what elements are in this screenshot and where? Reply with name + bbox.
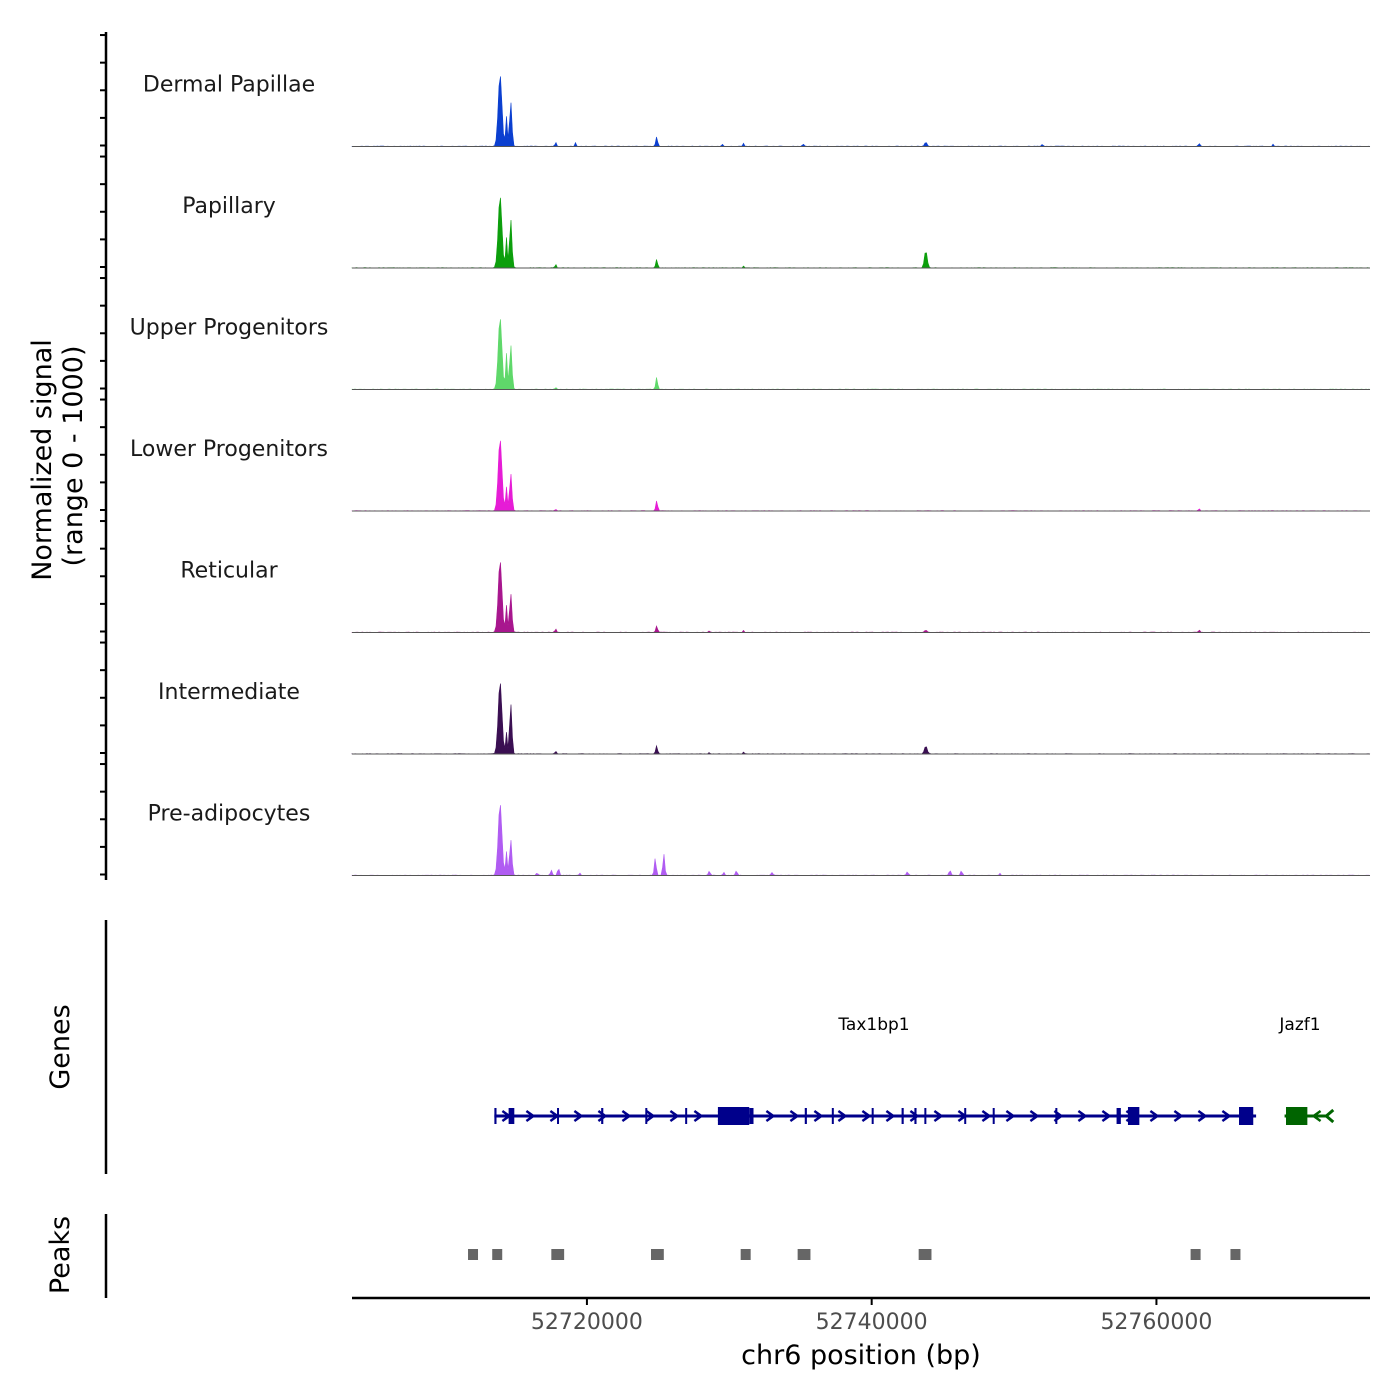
- coverage-area: [351, 440, 1371, 512]
- coverage-track: Reticular: [180, 559, 1371, 633]
- coverage-track: Dermal Papillae: [143, 73, 1371, 147]
- strand-arrow: [1149, 1109, 1160, 1123]
- strand-arrow: [1197, 1109, 1208, 1123]
- gene-exon: [1285, 1107, 1308, 1125]
- coverage-track-label: Reticular: [180, 559, 278, 584]
- coverage-area: [351, 805, 1371, 876]
- strand-arrow: [837, 1109, 848, 1123]
- peaks-track-title: Peaks: [45, 1216, 76, 1294]
- gene-exon: [1055, 1108, 1058, 1124]
- gene-track: Tax1bp1 Jazf1: [494, 1015, 1335, 1125]
- strand-arrow: [909, 1109, 920, 1123]
- strand-arrow: [525, 1109, 536, 1123]
- gene-model: Tax1bp1: [494, 1015, 1257, 1125]
- strand-arrow: [1005, 1109, 1016, 1123]
- peak-region: [918, 1249, 932, 1260]
- coverage-area: [351, 319, 1371, 390]
- peak-region: [1230, 1249, 1241, 1260]
- gene-exon: [601, 1108, 604, 1124]
- strand-arrow: [693, 1109, 704, 1123]
- x-axis-title: chr6 position (bp): [741, 1340, 981, 1371]
- x-axis-tick-label: 52720000: [531, 1310, 643, 1335]
- strand-arrow: [1221, 1109, 1232, 1123]
- strand-arrow: [1311, 1109, 1322, 1123]
- gene-exon: [717, 1107, 750, 1125]
- gene-exon: [685, 1108, 688, 1124]
- strand-arrow: [669, 1109, 680, 1123]
- strand-arrow: [1173, 1109, 1184, 1123]
- gene-exon: [508, 1108, 515, 1124]
- strand-arrow: [885, 1109, 896, 1123]
- coverage-track: Pre-adipocytes: [148, 802, 1371, 876]
- coverage-track: Upper Progenitors: [130, 316, 1371, 390]
- x-axis-ticks: 52720000 52740000 52760000: [531, 1298, 1212, 1335]
- gene-label: Tax1bp1: [837, 1015, 909, 1035]
- genes-track-title: Genes: [45, 1004, 76, 1089]
- strand-arrow: [813, 1109, 824, 1123]
- gene-exon: [494, 1108, 497, 1124]
- coverage-area: [351, 76, 1371, 147]
- strand-arrow: [789, 1109, 800, 1123]
- gene-exon: [831, 1108, 834, 1124]
- gene-label: Jazf1: [1278, 1015, 1320, 1035]
- strand-arrow: [765, 1109, 776, 1123]
- gene-model: Jazf1: [1278, 1015, 1335, 1125]
- coverage-track: Lower Progenitors: [130, 437, 1371, 512]
- coverage-track-label: Papillary: [182, 194, 276, 219]
- coverage-track-label: Lower Progenitors: [130, 437, 328, 462]
- gene-exon: [901, 1108, 904, 1124]
- gene-exon: [557, 1108, 560, 1124]
- peak-region: [797, 1249, 811, 1260]
- strand-arrow: [1323, 1108, 1335, 1124]
- strand-arrow: [597, 1109, 608, 1123]
- peak-region: [551, 1249, 565, 1260]
- strand-arrow: [1029, 1109, 1040, 1123]
- coverage-track-label: Intermediate: [158, 680, 300, 705]
- x-axis-tick-label: 52740000: [816, 1310, 928, 1335]
- x-axis-tick-label: 52760000: [1100, 1310, 1212, 1335]
- peak-region: [740, 1249, 751, 1260]
- coverage-tracks: Dermal Papillae Papillary Upper Progenitor…: [130, 73, 1371, 876]
- signal-y-axis-title-line2: (range 0 - 1000): [58, 346, 89, 567]
- gene-exon: [749, 1108, 754, 1124]
- signal-y-axis-ticks: [100, 34, 106, 876]
- strand-arrow: [861, 1109, 872, 1123]
- gene-exon: [645, 1108, 648, 1124]
- gene-exon: [992, 1108, 995, 1124]
- peak-region: [650, 1249, 664, 1260]
- strand-arrow: [933, 1109, 944, 1123]
- strand-arrow: [1077, 1109, 1088, 1123]
- coverage-track-label: Upper Progenitors: [130, 316, 329, 341]
- peak-track: [468, 1249, 1241, 1260]
- gene-exon: [924, 1108, 927, 1124]
- gene-exon: [1239, 1107, 1254, 1125]
- strand-arrow: [573, 1109, 584, 1123]
- coverage-area: [351, 683, 1371, 755]
- gene-exon: [871, 1108, 874, 1124]
- strand-arrow: [1101, 1109, 1112, 1123]
- gene-exon: [1127, 1107, 1140, 1125]
- gene-exon: [964, 1108, 967, 1124]
- strand-arrow: [621, 1109, 632, 1123]
- signal-y-axis-title-line1: Normalized signal: [27, 339, 58, 581]
- strand-arrow: [645, 1109, 656, 1123]
- coverage-track: Papillary: [182, 194, 1371, 269]
- coverage-track: Intermediate: [158, 680, 1371, 755]
- gene-exon: [1116, 1108, 1121, 1124]
- gene-exon: [804, 1108, 807, 1124]
- coverage-area: [351, 562, 1371, 633]
- coverage-area: [351, 197, 1371, 269]
- strand-arrow: [981, 1109, 992, 1123]
- gene-exon: [914, 1108, 917, 1124]
- peak-region: [468, 1249, 479, 1260]
- peak-region: [492, 1249, 503, 1260]
- peak-region: [1190, 1249, 1201, 1260]
- coverage-track-label: Pre-adipocytes: [148, 802, 311, 827]
- coverage-track-label: Dermal Papillae: [143, 73, 315, 98]
